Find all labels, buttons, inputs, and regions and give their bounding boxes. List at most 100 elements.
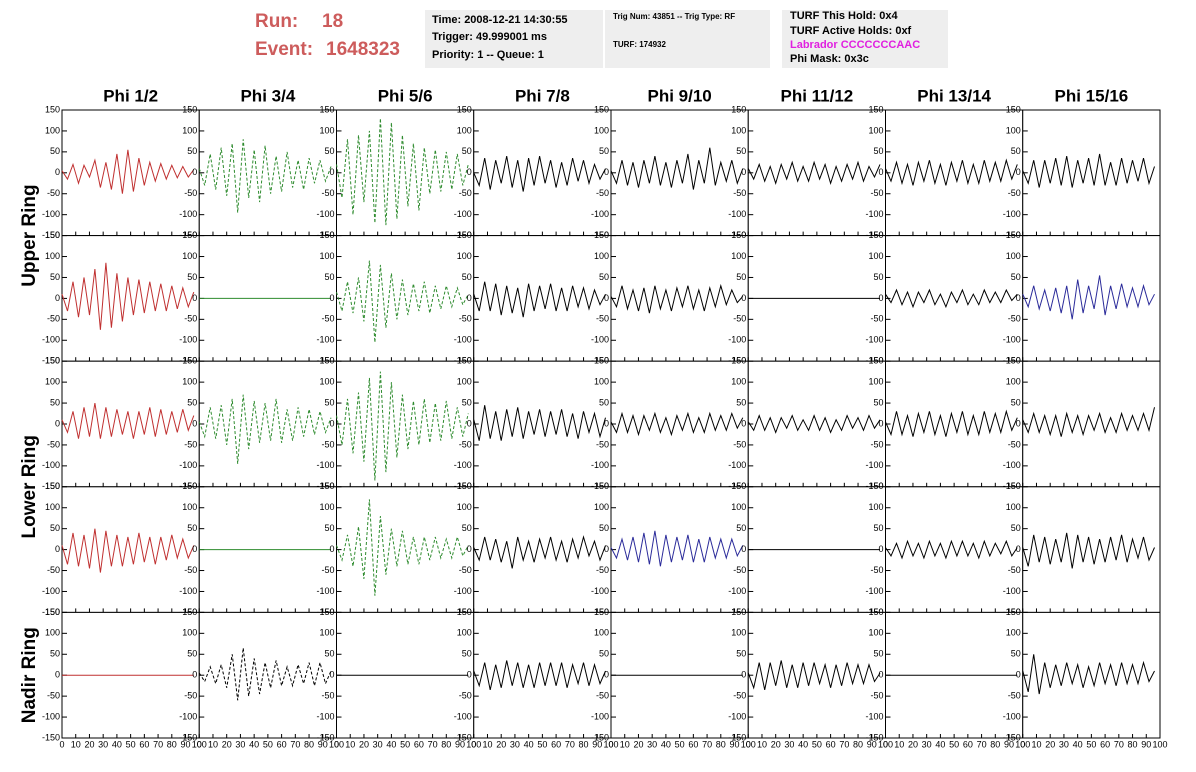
y-tick-label: 50 [1011, 146, 1021, 156]
y-tick-label: 100 [594, 502, 609, 512]
y-tick-label: 50 [599, 272, 609, 282]
y-tick-label: -150 [454, 356, 472, 366]
info-text: Labrador CCCCCCCAAC [790, 39, 920, 51]
y-tick-label: 0 [192, 293, 197, 303]
y-tick-label: -150 [42, 356, 60, 366]
x-tick-label: 80 [990, 739, 1000, 749]
info-box [782, 10, 948, 68]
y-tick-label: -150 [42, 230, 60, 240]
y-tick-label: 0 [604, 293, 609, 303]
info-text: Phi Mask: 0x3c [790, 53, 869, 65]
y-tick-label: 50 [187, 397, 197, 407]
y-tick-label: 150 [1006, 356, 1021, 366]
y-tick-label: 150 [45, 607, 60, 617]
y-tick-label: -100 [454, 460, 472, 470]
y-tick-label: -150 [865, 356, 883, 366]
y-tick-label: 50 [599, 649, 609, 659]
x-tick-label: 90 [181, 739, 191, 749]
waveform [61, 262, 195, 330]
x-tick-label: 30 [922, 739, 932, 749]
y-tick-label: 150 [45, 481, 60, 491]
y-tick-label: 150 [457, 607, 472, 617]
info-text: Trig Num: 43851 -- Trig Type: RF [613, 12, 735, 21]
y-tick-label: -150 [591, 607, 609, 617]
y-tick-label: 50 [873, 146, 883, 156]
y-tick-label: -100 [865, 586, 883, 596]
x-tick-label: 70 [428, 739, 438, 749]
x-tick-label: 10 [1031, 739, 1041, 749]
y-tick-label: 150 [182, 481, 197, 491]
info-text: Priority: 1 -- Queue: 1 [432, 49, 544, 61]
y-tick-label: 0 [741, 167, 746, 177]
y-tick-label: -50 [459, 188, 472, 198]
y-tick-label: 150 [868, 104, 883, 114]
x-tick-label: 20 [1045, 739, 1055, 749]
x-tick-label: 60 [826, 739, 836, 749]
x-tick-label: 80 [167, 739, 177, 749]
y-tick-label: 100 [182, 251, 197, 261]
y-tick-label: 0 [329, 670, 334, 680]
y-tick-label: 0 [467, 544, 472, 554]
y-tick-label: 100 [868, 628, 883, 638]
panel-frame [473, 109, 612, 237]
y-tick-label: 100 [319, 502, 334, 512]
y-tick-label: 150 [1006, 481, 1021, 491]
x-tick-label: 40 [386, 739, 396, 749]
y-tick-label: 50 [1011, 272, 1021, 282]
event-label: Event: [255, 39, 313, 60]
column-header: Phi 11/12 [780, 86, 853, 105]
x-tick-label: 20 [359, 739, 369, 749]
y-tick-label: 100 [182, 502, 197, 512]
y-tick-label: -50 [459, 314, 472, 324]
x-tick-label: 100 [1015, 739, 1030, 749]
x-tick-label: 100 [329, 739, 344, 749]
y-tick-label: -150 [728, 356, 746, 366]
x-tick-label: 30 [784, 739, 794, 749]
y-tick-label: -50 [459, 565, 472, 575]
y-tick-label: 150 [319, 104, 334, 114]
y-tick-label: -50 [870, 691, 883, 701]
y-tick-label: -100 [42, 335, 60, 345]
y-tick-label: -50 [1008, 314, 1021, 324]
y-tick-label: -150 [179, 481, 197, 491]
x-tick-label: 60 [1100, 739, 1110, 749]
y-tick-label: -150 [316, 732, 334, 742]
x-tick-label: 70 [290, 739, 300, 749]
y-tick-label: 0 [1016, 167, 1021, 177]
y-tick-label: 0 [55, 544, 60, 554]
y-tick-label: 100 [594, 628, 609, 638]
waveform [336, 499, 469, 596]
x-tick-label: 40 [798, 739, 808, 749]
x-tick-label: 30 [98, 739, 108, 749]
y-tick-label: 150 [1006, 104, 1021, 114]
info-box [425, 10, 603, 68]
waveform [885, 409, 1018, 437]
y-tick-label: 100 [457, 377, 472, 387]
y-tick-label: -50 [870, 565, 883, 575]
waveform [885, 158, 1018, 186]
y-tick-label: -150 [1003, 356, 1021, 366]
y-tick-label: -150 [1003, 230, 1021, 240]
y-tick-label: 150 [594, 104, 609, 114]
y-tick-label: 0 [878, 293, 883, 303]
y-tick-label: 100 [182, 628, 197, 638]
y-tick-label: -150 [42, 607, 60, 617]
x-tick-label: 70 [153, 739, 163, 749]
y-tick-label: 0 [329, 418, 334, 428]
column-header: Phi 13/14 [917, 86, 991, 105]
waveform [336, 118, 469, 226]
column-header: Phi 9/10 [647, 86, 711, 105]
y-tick-label: 150 [457, 356, 472, 366]
y-tick-label: -100 [1003, 335, 1021, 345]
y-tick-label: 0 [467, 293, 472, 303]
waveform [747, 660, 881, 690]
y-tick-label: 50 [736, 272, 746, 282]
y-tick-label: 50 [324, 146, 334, 156]
x-tick-label: 60 [277, 739, 287, 749]
x-tick-label: 40 [1073, 739, 1083, 749]
y-tick-label: -50 [733, 314, 746, 324]
y-tick-label: -100 [454, 586, 472, 596]
y-tick-label: 0 [55, 293, 60, 303]
x-tick-label: 80 [853, 739, 863, 749]
y-tick-label: 50 [50, 523, 60, 533]
